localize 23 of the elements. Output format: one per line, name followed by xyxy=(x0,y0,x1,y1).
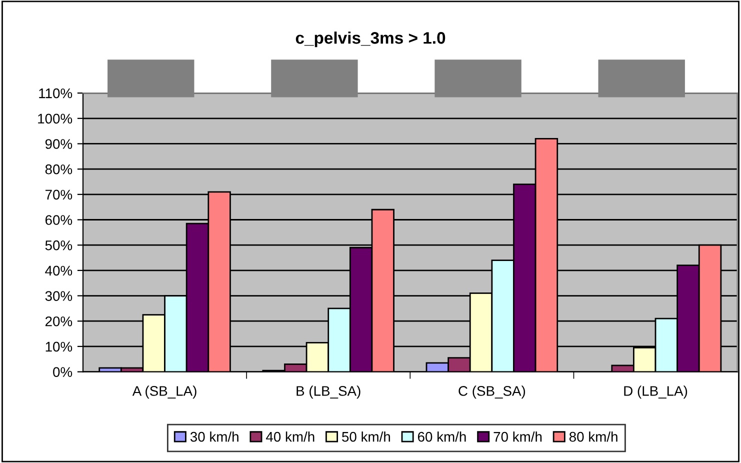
y-tick-label: 110% xyxy=(39,88,72,98)
chart-title: c_pelvis_3ms > 1.0 xyxy=(296,32,446,48)
y-tick-label: 10% xyxy=(46,342,72,352)
y-tick-label: 20% xyxy=(45,316,72,326)
x-tick-label: D (LB_LA) xyxy=(624,386,688,399)
x-tick-label: A (SB_LA) xyxy=(132,386,196,399)
x-tick-label: C (SB_SA) xyxy=(458,386,526,399)
legend-label: 60 km/h xyxy=(418,432,466,442)
y-tick-label: 50% xyxy=(45,240,72,250)
y-tick-label: 60% xyxy=(45,215,72,225)
legend-label: 40 km/h xyxy=(266,432,314,442)
y-tick-label: 0% xyxy=(53,367,72,377)
y-tick-label: 80% xyxy=(45,164,72,174)
legend-label: 50 km/h xyxy=(342,432,390,442)
y-tick-label: 30% xyxy=(45,291,72,301)
y-tick-label: 90% xyxy=(45,139,72,149)
x-tick-label: B (LB_SA) xyxy=(296,386,360,399)
legend-label: 70 km/h xyxy=(494,432,542,442)
y-tick-label: 100% xyxy=(38,114,72,124)
legend-label: 30 km/h xyxy=(190,432,238,442)
y-tick-label: 70% xyxy=(45,190,72,200)
legend-label: 80 km/h xyxy=(569,432,618,442)
y-tick-label: 40% xyxy=(45,266,72,276)
